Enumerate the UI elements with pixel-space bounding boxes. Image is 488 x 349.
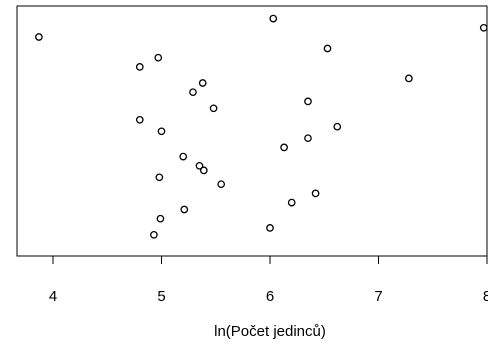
x-axis: 4 5 6 7 8 (49, 256, 488, 305)
data-point (179, 152, 188, 161)
x-tick-label: 8 (483, 288, 488, 305)
data-point (154, 53, 163, 62)
x-axis-label: ln(Počet jedinců) (214, 323, 326, 340)
data-point (180, 205, 189, 214)
data-point (198, 79, 207, 87)
data-point (311, 189, 320, 198)
data-point (209, 104, 218, 113)
data-point (135, 63, 144, 71)
data-point (304, 97, 312, 106)
data-point (405, 74, 413, 83)
data-point (199, 166, 208, 175)
data-point (323, 44, 332, 53)
x-tick-label: 5 (157, 288, 165, 305)
data-point (217, 180, 226, 189)
x-tick-label: 4 (49, 288, 57, 305)
data-point (135, 115, 144, 124)
data-point (156, 214, 165, 223)
data-point (155, 173, 164, 182)
data-points (35, 14, 488, 239)
data-point (157, 127, 166, 136)
data-point (280, 143, 288, 152)
x-tick-label: 7 (374, 288, 382, 305)
data-point (269, 14, 278, 23)
data-point (333, 122, 342, 131)
data-point (35, 33, 43, 41)
data-point (479, 23, 488, 32)
data-point (195, 161, 204, 170)
data-point (287, 198, 296, 207)
data-point (150, 230, 158, 239)
x-tick-label: 6 (266, 288, 274, 305)
data-point (266, 224, 274, 232)
data-point (304, 134, 312, 143)
data-point (189, 88, 197, 97)
plot-frame (16, 5, 488, 257)
plot-box (16, 5, 488, 257)
